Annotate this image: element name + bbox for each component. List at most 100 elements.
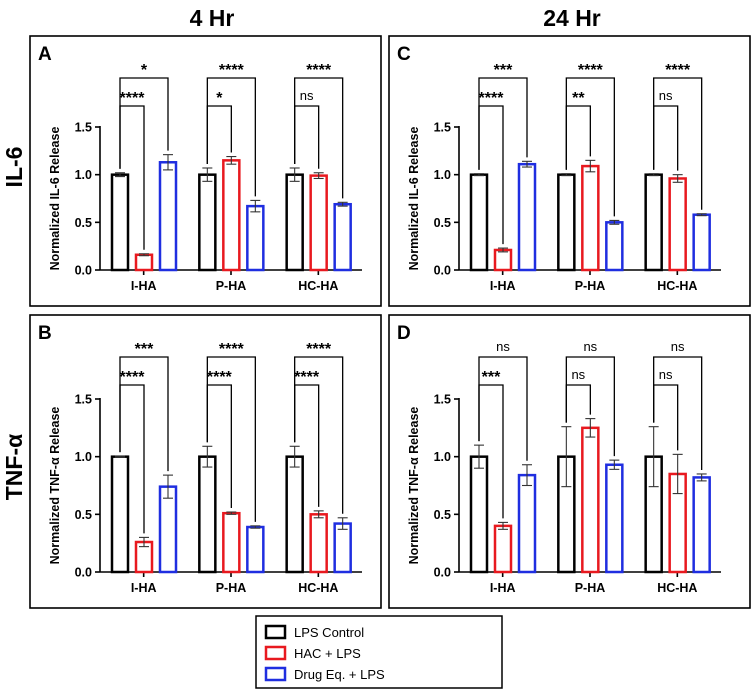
bar-p-ha-drug-eq-lps <box>246 204 265 272</box>
bar-i-ha-drug-eq-lps <box>517 162 537 272</box>
bar-p-ha-hac-lps <box>222 159 241 272</box>
bar-p-ha-hac-lps <box>222 511 241 574</box>
x-tick-label: I-HA <box>131 279 157 293</box>
bar-hc-ha-drug-eq-lps <box>692 213 711 272</box>
column-title-24hr: 24 Hr <box>543 5 601 31</box>
significance-bracket <box>565 384 591 423</box>
y-axis-label: Normalized IL-6 Release <box>48 127 62 271</box>
x-tick-label: HC-HA <box>657 581 697 595</box>
y-tick-label: 0.0 <box>75 264 92 278</box>
significance-label: **** <box>479 90 505 107</box>
significance-bracket <box>206 105 232 164</box>
panel-d: D Normalized TNF-α Release 0.0 0.5 1.0 1.5 I-H… <box>388 314 751 609</box>
x-tick-label: P-HA <box>216 279 247 293</box>
significance-bracket <box>294 356 344 514</box>
significance-label: ns <box>300 88 314 103</box>
significance-label: **** <box>294 369 320 386</box>
bar-p-ha-drug-eq-lps <box>605 221 624 272</box>
bar-p-ha-hac-lps <box>581 426 600 574</box>
y-tick-label: 0.5 <box>75 508 92 522</box>
panel-frame <box>29 314 382 609</box>
significance-label: * <box>141 62 148 79</box>
significance-label: **** <box>306 341 332 358</box>
y-tick-label: 1.0 <box>434 168 451 182</box>
bar-hc-ha-drug-eq-lps <box>333 202 352 272</box>
significance-label: *** <box>494 62 513 79</box>
bar-hc-ha-lps-control <box>644 173 663 272</box>
bar-hc-ha-hac-lps <box>309 174 328 272</box>
y-tick-label: 0.0 <box>434 566 451 580</box>
panel-letter: C <box>397 44 411 65</box>
bar-hc-ha-drug-eq-lps <box>333 522 352 574</box>
x-tick-label: HC-HA <box>298 279 338 293</box>
bar-p-ha-lps-control <box>557 173 576 272</box>
significance-bracket <box>206 356 256 522</box>
significance-label: **** <box>306 62 332 79</box>
legend-label-drug-eq-lps: Drug Eq. + LPS <box>294 667 385 682</box>
bar-hc-ha-hac-lps <box>668 177 687 272</box>
significance-bracket <box>565 77 615 217</box>
y-tick-label: 1.5 <box>434 121 451 135</box>
panel-frame <box>388 35 751 307</box>
significance-bracket <box>119 77 169 169</box>
panel-letter: A <box>38 44 52 65</box>
significance-label: *** <box>135 341 154 358</box>
legend-swatch-hac-lps <box>264 645 287 661</box>
x-tick-label: P-HA <box>575 279 606 293</box>
bar-p-ha-lps-control <box>198 173 217 272</box>
significance-label: ns <box>571 367 585 382</box>
y-tick-label: 1.0 <box>75 168 92 182</box>
significance-label: *** <box>482 369 501 386</box>
panel-c: C Normalized IL-6 Release 0.0 0.5 1.0 1.5 I-HA… <box>388 35 751 307</box>
bar-hc-ha-lps-control <box>285 173 304 272</box>
legend-label-hac-lps: HAC + LPS <box>294 646 361 661</box>
significance-label: **** <box>207 369 233 386</box>
bar-p-ha-drug-eq-lps <box>246 525 265 574</box>
significance-bracket <box>294 105 320 169</box>
significance-bracket <box>653 77 703 210</box>
row-title-tnfa: TNF-α <box>1 434 27 501</box>
significance-label: ns <box>671 339 685 354</box>
y-axis-label: Normalized IL-6 Release <box>407 127 421 271</box>
significance-label: **** <box>665 62 691 79</box>
y-tick-label: 1.5 <box>75 393 92 407</box>
x-tick-label: I-HA <box>490 581 516 595</box>
significance-bracket <box>206 77 256 197</box>
bar-i-ha-lps-control <box>110 173 130 272</box>
panel-b: B Normalized TNF-α Release 0.0 0.5 1.0 1.5 I-H… <box>29 314 382 609</box>
bar-i-ha-lps-control <box>469 173 489 272</box>
legend-swatch-drug-eq-lps <box>264 666 287 682</box>
bar-i-ha-lps-control <box>110 455 130 574</box>
row-title-il6: IL-6 <box>1 147 27 188</box>
panel-frame <box>29 35 382 307</box>
significance-label: **** <box>219 62 245 79</box>
significance-bracket <box>478 356 528 461</box>
bar-i-ha-lps-control <box>469 455 489 574</box>
x-tick-label: I-HA <box>131 581 157 595</box>
significance-label: ns <box>496 339 510 354</box>
y-axis-label: Normalized TNF-α Release <box>48 407 62 565</box>
bar-p-ha-drug-eq-lps <box>605 463 624 574</box>
significance-label: **** <box>219 341 245 358</box>
legend: LPS Control HAC + LPS Drug Eq. + LPS <box>255 615 503 689</box>
significance-label: ns <box>659 367 673 382</box>
significance-label: ** <box>572 90 585 107</box>
x-tick-label: I-HA <box>490 279 516 293</box>
significance-bracket <box>565 356 615 457</box>
x-tick-label: HC-HA <box>657 279 697 293</box>
y-tick-label: 0.0 <box>434 264 451 278</box>
significance-bracket <box>294 77 344 199</box>
bar-p-ha-hac-lps <box>581 164 600 272</box>
bar-hc-ha-hac-lps <box>309 513 328 574</box>
y-tick-label: 1.0 <box>434 450 451 464</box>
bar-p-ha-lps-control <box>198 455 217 574</box>
bar-i-ha-hac-lps <box>493 524 513 574</box>
legend-swatch-lps-control <box>264 624 287 640</box>
legend-label-lps-control: LPS Control <box>294 625 364 640</box>
significance-bracket <box>653 356 703 470</box>
y-tick-label: 0.5 <box>75 216 92 230</box>
y-tick-label: 0.5 <box>434 508 451 522</box>
panel-letter: D <box>397 323 411 344</box>
significance-label: * <box>216 90 223 107</box>
